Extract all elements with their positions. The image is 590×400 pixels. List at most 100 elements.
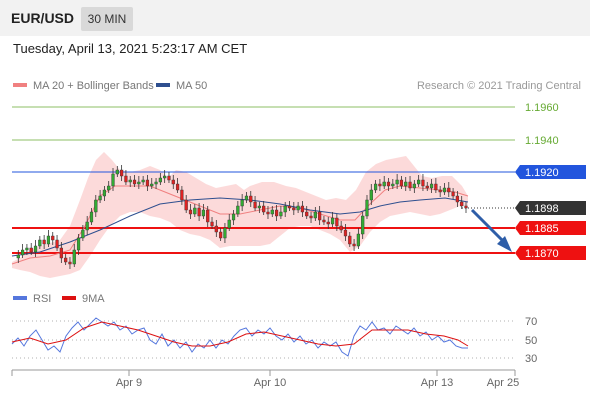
- ma50-swatch: [156, 83, 170, 88]
- candle-body: [76, 237, 81, 251]
- rsi-swatch: [13, 296, 27, 301]
- candle-body: [171, 179, 175, 185]
- candle-body: [287, 205, 292, 209]
- ma9-label: 9MA: [82, 293, 105, 305]
- candle-body: [330, 217, 335, 225]
- credit-text: Research © 2021 Trading Central: [416, 80, 581, 92]
- candle-body: [231, 213, 236, 221]
- candle-body: [244, 195, 249, 201]
- legend-9ma: 9MA: [62, 293, 105, 305]
- candle-body: [296, 205, 300, 211]
- candle-body: [46, 235, 51, 245]
- candle-body: [115, 169, 119, 175]
- candle-body: [214, 225, 218, 233]
- bollinger-band: [12, 152, 468, 278]
- candle-body: [249, 195, 253, 203]
- legend-ma50: MA 50: [156, 80, 207, 92]
- timeframe-button[interactable]: 30 MIN: [81, 7, 133, 31]
- level-tag-1898: 1.1898: [515, 201, 586, 215]
- candle-body: [175, 183, 180, 191]
- candle-body: [128, 179, 132, 183]
- candle-body: [313, 211, 317, 219]
- candle-body: [421, 179, 425, 187]
- candle-body: [417, 179, 421, 185]
- candle-body: [352, 243, 356, 247]
- x-tick-apr25: Apr 25: [487, 377, 519, 389]
- level-label-1960: 1.1960: [525, 102, 559, 114]
- candle-body: [227, 219, 231, 229]
- x-tick-apr10: Apr 10: [254, 377, 286, 389]
- candle-body: [51, 235, 55, 241]
- legend-rsi: RSI: [13, 293, 51, 305]
- ma9-swatch: [62, 296, 76, 301]
- candle-body: [283, 205, 287, 213]
- x-tick-apr9: Apr 9: [116, 377, 142, 389]
- candle-body: [408, 181, 412, 189]
- candle-body: [348, 235, 352, 245]
- candle-body: [72, 249, 76, 265]
- candle-body: [33, 245, 38, 253]
- candle-body: [374, 183, 378, 191]
- candle-body: [184, 199, 188, 211]
- candle-body: [339, 225, 343, 231]
- candle-body: [240, 199, 244, 207]
- candle-body: [94, 199, 98, 213]
- candle-body: [262, 205, 266, 213]
- candle-body: [438, 189, 442, 193]
- candle-body: [361, 215, 365, 235]
- rsi-ma-line: [11, 321, 469, 347]
- candle-body: [81, 229, 85, 239]
- x-tick-apr13: Apr 13: [421, 377, 453, 389]
- timestamp: Tuesday, April 13, 2021 5:23:17 AM CET: [13, 41, 248, 56]
- candle-body: [188, 209, 193, 215]
- candle-body: [197, 207, 201, 217]
- candle-body: [89, 211, 94, 223]
- candle-body: [98, 195, 102, 201]
- candle-body: [137, 181, 141, 185]
- candle-body: [451, 191, 455, 197]
- candle-body: [124, 175, 128, 183]
- candle-body: [85, 221, 89, 231]
- candle-body: [38, 239, 42, 247]
- candle-body: [425, 185, 429, 189]
- candle-body: [274, 209, 279, 217]
- rsi-tick-70: 70: [525, 316, 537, 328]
- candle-body: [326, 221, 330, 225]
- chart-header: EUR/USD 30 MIN: [0, 0, 590, 36]
- rsi-line: [11, 317, 468, 357]
- candle-body: [386, 181, 391, 187]
- candle-body: [369, 189, 373, 201]
- level-label-1870: 1.1870: [525, 248, 559, 260]
- candle-body: [399, 179, 404, 187]
- candle-body: [460, 201, 464, 207]
- candle-body: [455, 195, 459, 203]
- candle-body: [382, 181, 386, 187]
- candle-body: [42, 239, 46, 245]
- candle-body: [378, 183, 382, 187]
- candle-body: [25, 247, 29, 251]
- candle-body: [236, 205, 240, 215]
- candle-body: [163, 175, 167, 179]
- candle-body: [395, 179, 399, 185]
- candle-body: [141, 179, 145, 183]
- rsi-panel: 70 50 30: [11, 316, 537, 365]
- forecast-arrow: [470, 208, 512, 252]
- candle-body: [322, 219, 326, 223]
- candle-body: [102, 189, 106, 197]
- level-label-1898: 1.1898: [525, 203, 559, 215]
- level-tag-1920: 1.1920: [515, 165, 586, 179]
- candle-body: [193, 207, 197, 215]
- candle-body: [210, 221, 214, 227]
- candle-body: [154, 181, 158, 185]
- x-axis: Apr 9 Apr 10 Apr 13 Apr 25: [11, 369, 519, 389]
- candle-body: [356, 233, 360, 247]
- candle-body: [270, 209, 274, 215]
- candle-body: [464, 205, 468, 209]
- candle-body: [429, 183, 434, 189]
- legend-ma20: MA 20 + Bollinger Bands: [13, 80, 154, 92]
- candle-body: [132, 179, 137, 185]
- ma50-label: MA 50: [176, 80, 208, 92]
- level-label-1885: 1.1885: [525, 223, 559, 235]
- candle-body: [55, 239, 59, 249]
